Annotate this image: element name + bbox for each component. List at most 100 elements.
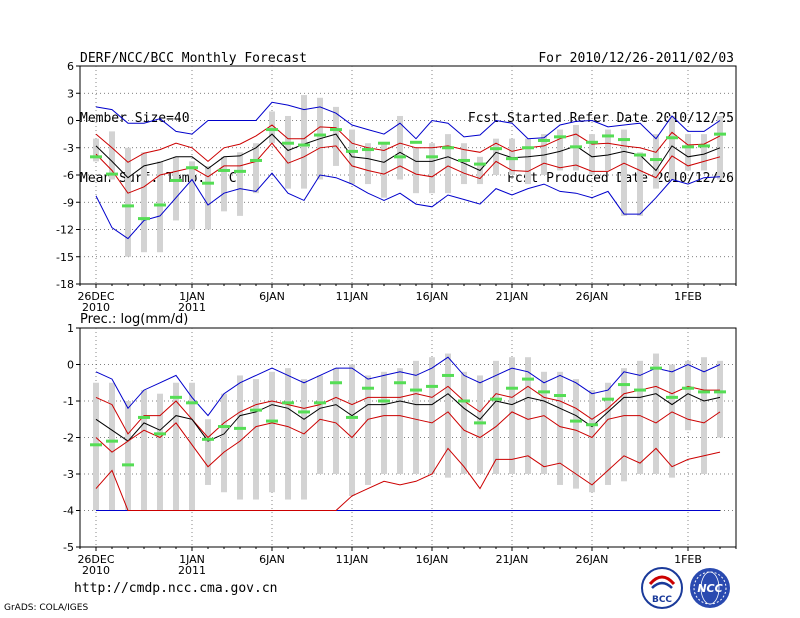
panel2-spread-box — [301, 379, 307, 500]
panel1-spread-box — [413, 147, 419, 194]
panel2-spread-box — [365, 375, 371, 485]
ncc-logo-icon: NCC — [690, 568, 730, 608]
panel1-ytick-label: 3 — [67, 87, 74, 100]
panel2-observed-marker — [90, 443, 102, 447]
panel2-spread-box — [317, 375, 323, 474]
panel1-ytick-label: 6 — [67, 60, 74, 73]
panel1-xtick-year: 2011 — [178, 301, 206, 314]
panel2-observed-marker — [410, 388, 422, 392]
panel2-ytick-label: -4 — [63, 505, 74, 518]
panel1-spread-box — [509, 138, 515, 175]
panel2-observed-marker — [618, 383, 630, 387]
panel1-observed-marker — [218, 168, 230, 172]
panel1-xtick-label: 1JAN — [179, 290, 205, 303]
panel2-observed-marker — [154, 432, 166, 436]
panel2-observed-marker — [586, 423, 598, 427]
panel1-observed-marker — [666, 136, 678, 140]
panel1-spread-box — [285, 115, 291, 189]
panel2-spread-box — [493, 360, 499, 474]
panel1-observed-marker — [634, 153, 646, 157]
panel1-spread-box — [109, 131, 115, 180]
panel1-observed-marker — [618, 138, 630, 142]
panel1-observed-marker — [506, 157, 518, 161]
panel2-spread-box — [349, 364, 355, 496]
panel1-ytick-label: 0 — [67, 115, 74, 128]
panel1-spread-box — [125, 147, 131, 257]
panel1-spread-box — [397, 115, 403, 180]
panel2-observed-marker — [458, 399, 470, 403]
panel2-observed-marker — [442, 373, 454, 377]
panel2-ytick-label: -2 — [63, 432, 74, 445]
logos: BCC NCC — [641, 567, 730, 609]
panel2-spread-box — [157, 393, 163, 511]
panel2-ytick-label: -1 — [63, 395, 74, 408]
panel1-observed-marker — [298, 143, 310, 147]
panel2-spread-box — [141, 390, 147, 511]
panel1-observed-marker — [346, 149, 358, 153]
panel1-spread-box — [365, 143, 371, 185]
panel1-spread-box — [445, 134, 451, 194]
panel1-spread-box — [669, 115, 675, 180]
panel2-spread-box — [461, 371, 467, 474]
panel1-observed-marker — [570, 145, 582, 149]
panel2-ytick-label: -3 — [63, 468, 74, 481]
panel1-ytick-label: -18 — [56, 278, 74, 291]
panel2-observed-marker — [250, 408, 262, 412]
panel2-spread-box — [717, 360, 723, 438]
panel2-ytick-label: 1 — [67, 322, 74, 335]
panel1-observed-marker — [378, 141, 390, 145]
panel2-observed-marker — [138, 415, 150, 419]
panel2-spread-box — [269, 371, 275, 493]
panel1-observed-marker — [234, 169, 246, 173]
panel1-observed-marker — [698, 144, 710, 148]
panel2-observed-marker — [362, 386, 374, 390]
panel2-observed-marker — [378, 399, 390, 403]
panel1-observed-marker — [330, 128, 342, 132]
source-url[interactable]: http://cmdp.ncc.cma.gov.cn — [74, 581, 278, 596]
panel2-observed-marker — [698, 390, 710, 394]
panel2-line-lower — [95, 411, 721, 468]
panel2-spread-box — [445, 353, 451, 478]
panel2-observed-marker — [186, 401, 198, 405]
panel2-line-min-estimate — [95, 447, 721, 511]
panel1-spread-box — [493, 138, 499, 175]
bcc-logo-icon: BCC — [641, 567, 683, 609]
panel1-observed-marker — [314, 133, 326, 137]
panel2-observed-marker — [266, 419, 278, 423]
panel1-observed-marker — [250, 158, 262, 162]
panel2-xtick-label: 21JAN — [496, 553, 529, 566]
panel2-ytick-label: -5 — [63, 541, 74, 554]
panel1-spread-box — [141, 152, 147, 253]
panel1-observed-marker — [202, 181, 214, 185]
panel2-observed-marker — [106, 439, 118, 443]
panel2-spread-box — [381, 371, 387, 474]
panel1-ytick-label: -12 — [56, 224, 74, 237]
panel1-spread-box — [93, 138, 99, 162]
panel1-spread-box — [589, 134, 595, 175]
panel1-line-lower — [95, 142, 721, 194]
panel2-observed-marker — [218, 425, 230, 429]
panel1-xtick-label: 11JAN — [336, 290, 369, 303]
grads-credit: GrADS: COLA/IGES — [4, 603, 89, 613]
panel2-spread-box — [701, 357, 707, 474]
panel2-observed-marker — [666, 395, 678, 399]
panel1-xtick-label: 26DEC — [77, 290, 114, 303]
panel1-observed-marker — [426, 155, 438, 159]
panel1-observed-marker — [410, 140, 422, 144]
panel1-line-min — [95, 172, 721, 240]
panel1-observed-marker — [682, 145, 694, 149]
panel2-observed-marker — [202, 437, 214, 441]
panel1-observed-marker — [650, 158, 662, 162]
panel1-ytick-label: -3 — [63, 142, 74, 155]
panel1-observed-marker — [714, 132, 726, 136]
panel2-spread-box — [557, 371, 563, 485]
panel1-spread-box — [173, 156, 179, 221]
panel2-observed-marker — [506, 386, 518, 390]
panel2-observed-marker — [602, 397, 614, 401]
panel2-observed-marker — [634, 388, 646, 392]
panel1-observed-marker — [586, 140, 598, 144]
panel2-spread-box — [637, 360, 643, 474]
panel2-observed-marker — [682, 386, 694, 390]
panel2-spread-box — [477, 375, 483, 474]
